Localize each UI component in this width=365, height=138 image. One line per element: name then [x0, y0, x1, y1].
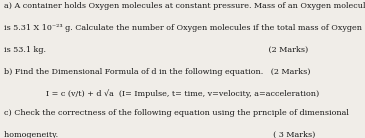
Text: I = c (v/t) + d √a  (I= Impulse, t= time, v=velocity, a=acceleration): I = c (v/t) + d √a (I= Impulse, t= time,…	[46, 89, 319, 98]
Text: homogeneity.                                                                    : homogeneity.	[4, 131, 316, 138]
Text: c) Check the correctness of the following equation using the prnciple of dimensi: c) Check the correctness of the followin…	[4, 109, 349, 117]
Text: a) A container holds Oxygen molecules at constant pressure. Mass of an Oxygen mo: a) A container holds Oxygen molecules at…	[4, 2, 365, 10]
Text: is 53.1 kg.                                                                     : is 53.1 kg.	[4, 46, 309, 54]
Text: is 5.31 X 10⁻²³ g. Calculate the number of Oxygen molecules if the total mass of: is 5.31 X 10⁻²³ g. Calculate the number …	[4, 24, 362, 32]
Text: b) Find the Dimensional Formula of d in the following equation.   (2 Marks): b) Find the Dimensional Formula of d in …	[4, 68, 311, 76]
